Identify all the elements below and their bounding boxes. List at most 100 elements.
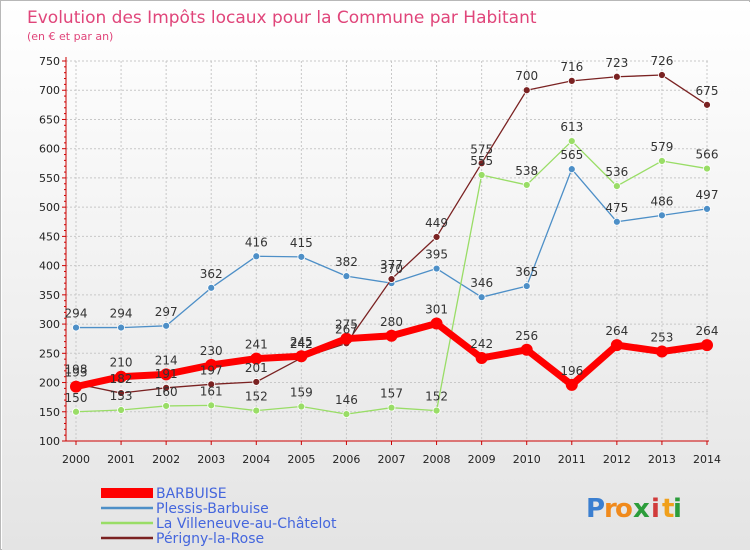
- data-point: [475, 351, 488, 364]
- series-lines: [70, 71, 713, 419]
- y-tick-label: 300: [39, 318, 60, 331]
- logo-letter: x: [633, 494, 650, 524]
- data-label: 377: [380, 258, 403, 272]
- y-tick-label: 500: [39, 201, 60, 214]
- data-point: [297, 402, 306, 411]
- data-label: 157: [380, 387, 403, 401]
- data-point: [612, 72, 621, 81]
- y-tick-label: 650: [39, 113, 60, 126]
- data-label: 449: [425, 216, 448, 230]
- logo-letter: i: [673, 494, 682, 524]
- data-label: 716: [560, 60, 583, 74]
- data-label: 152: [245, 390, 268, 404]
- x-tick-label: 2004: [242, 453, 270, 466]
- data-label: 579: [650, 140, 673, 154]
- data-point: [522, 282, 531, 290]
- data-point: [477, 293, 486, 302]
- x-tick-label: 2000: [62, 453, 90, 466]
- data-point: [72, 407, 80, 416]
- data-label: 294: [110, 307, 133, 321]
- data-label: 256: [515, 329, 538, 343]
- data-point: [565, 378, 578, 391]
- data-label: 536: [605, 165, 628, 179]
- y-tick-label: 400: [39, 260, 60, 273]
- data-label: 700: [515, 69, 538, 83]
- data-label: 152: [425, 390, 448, 404]
- data-label: 301: [425, 302, 448, 316]
- y-tick-label: 250: [39, 347, 60, 360]
- data-point: [430, 317, 443, 330]
- data-point: [612, 182, 621, 191]
- data-label: 193: [65, 366, 88, 380]
- x-tick-label: 2012: [603, 453, 631, 466]
- y-tick-label: 350: [39, 289, 60, 302]
- data-label: 486: [650, 194, 673, 208]
- data-label: 382: [335, 255, 358, 269]
- data-label: 555: [470, 154, 493, 168]
- data-point: [610, 339, 623, 352]
- data-label: 370: [380, 262, 403, 276]
- data-label: 245: [290, 335, 313, 349]
- legend-label-3: La Villeneuve-au-Châtelot: [156, 516, 337, 532]
- logo-letter: o: [615, 494, 633, 524]
- data-label: 280: [380, 315, 403, 329]
- data-label: 415: [290, 236, 313, 250]
- data-label: 362: [200, 267, 223, 281]
- data-label: 201: [245, 361, 268, 375]
- data-point: [207, 380, 216, 389]
- chart-subtitle: (en € et par an): [27, 30, 113, 43]
- data-point: [252, 378, 261, 386]
- data-label: 475: [605, 201, 628, 215]
- data-label: 566: [696, 148, 719, 162]
- data-label: 153: [110, 389, 133, 403]
- data-label: 294: [65, 307, 88, 321]
- data-point: [567, 76, 576, 85]
- grid: [66, 60, 709, 442]
- y-tick-label: 150: [39, 406, 60, 419]
- data-point: [658, 71, 666, 79]
- y-tick-label: 550: [39, 172, 60, 185]
- data-label: 161: [200, 384, 223, 398]
- data-point: [205, 359, 218, 371]
- data-point: [477, 159, 486, 168]
- data-label: 196: [560, 364, 583, 378]
- logo-letter: P: [586, 494, 605, 524]
- y-tick-label: 450: [39, 230, 60, 243]
- data-label: 160: [155, 385, 178, 399]
- data-label: 416: [245, 235, 268, 249]
- data-point: [207, 401, 216, 410]
- data-point: [115, 370, 128, 383]
- data-label: 346: [470, 276, 493, 290]
- data-point: [703, 100, 711, 109]
- x-tick-label: 2014: [693, 453, 721, 466]
- y-tick-label: 200: [39, 377, 60, 390]
- data-point: [162, 383, 171, 392]
- data-point: [70, 380, 82, 393]
- data-point: [340, 332, 353, 345]
- data-point: [477, 171, 486, 179]
- data-point: [567, 165, 576, 174]
- data-point: [703, 205, 711, 213]
- data-label: 230: [200, 344, 223, 358]
- data-point: [701, 339, 713, 352]
- x-tick-label: 2013: [648, 453, 676, 466]
- data-label: 675: [696, 84, 719, 98]
- data-label: 565: [560, 148, 583, 162]
- x-tick-label: 2010: [513, 453, 541, 466]
- data-label: 146: [335, 393, 358, 407]
- data-point: [342, 410, 351, 419]
- data-label: 365: [515, 265, 538, 279]
- data-point: [160, 368, 173, 381]
- data-label: 241: [245, 338, 268, 352]
- data-label: 182: [110, 372, 133, 386]
- data-label: 242: [470, 337, 493, 351]
- data-point: [117, 389, 125, 397]
- x-tick-label: 2007: [378, 453, 406, 466]
- data-point: [342, 272, 351, 281]
- data-point: [117, 323, 125, 332]
- y-tick-label: 750: [39, 55, 60, 68]
- legend-label-1: BARBUISE: [156, 486, 227, 502]
